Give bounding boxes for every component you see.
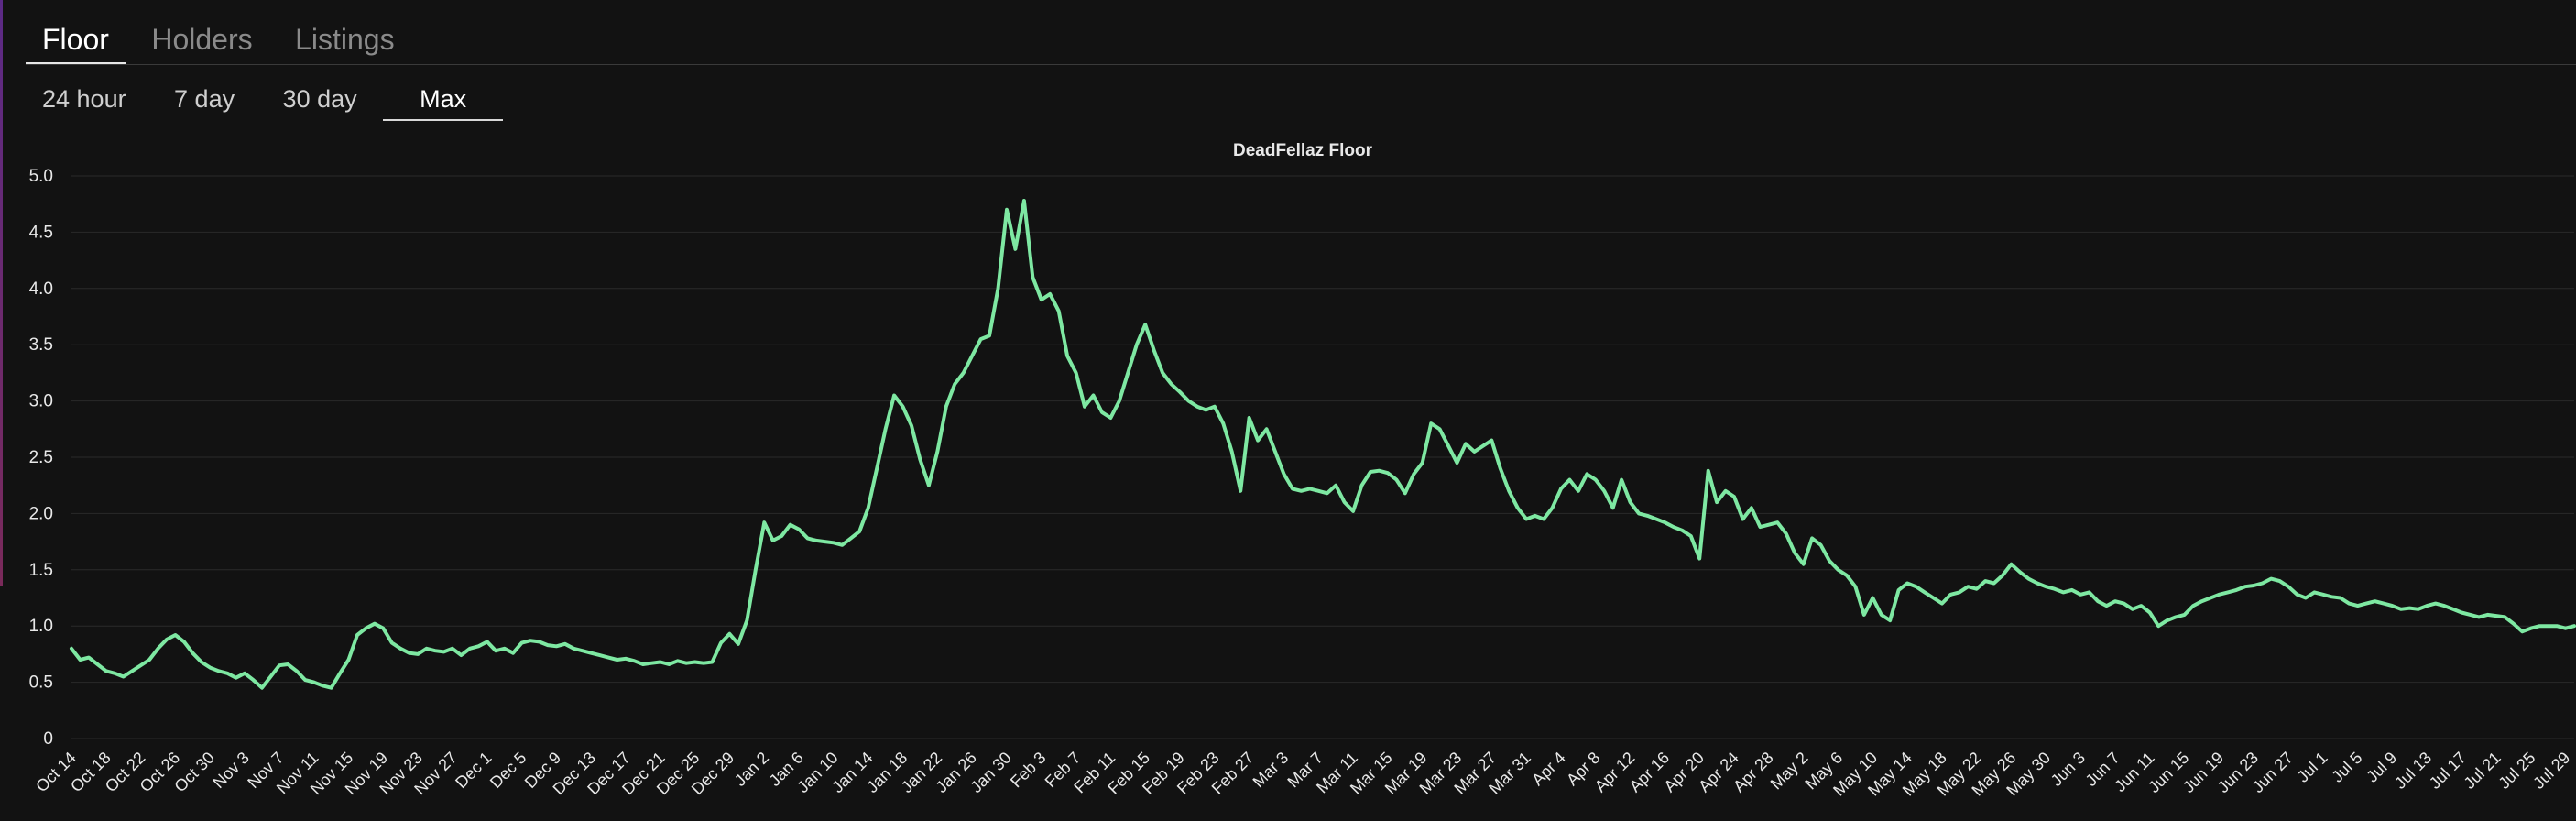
y-tick-label: 4.5 (29, 223, 53, 242)
x-tick-label: Jul 1 (2294, 749, 2331, 786)
y-tick-label: 0 (43, 729, 53, 749)
chart-title: DeadFellaz Floor (1233, 141, 1373, 160)
y-tick-label: 1.0 (29, 617, 53, 636)
y-tick-label: 4.0 (29, 279, 53, 299)
y-tick-label: 5.0 (29, 167, 53, 186)
x-tick-label: Jul 5 (2328, 749, 2365, 786)
y-tick-label: 2.5 (29, 448, 53, 467)
x-tick-label: Apr 28 (1730, 749, 1777, 796)
x-tick-label: Jan 2 (731, 749, 772, 790)
tab-listings[interactable]: Listings (295, 23, 395, 56)
x-tick-label: Jul 25 (2494, 749, 2538, 793)
y-tick-label: 1.5 (29, 561, 53, 580)
range-30-day-button[interactable]: 30 day (282, 85, 357, 113)
x-tick-label: Apr 4 (1528, 749, 1569, 790)
y-tick-label: 3.0 (29, 392, 53, 411)
range-selector: 24 hour 7 day 30 day Max (20, 79, 504, 123)
chart-series (70, 199, 2576, 690)
x-tick-label: Mar 3 (1250, 749, 1293, 792)
range-24-hour-button[interactable]: 24 hour (42, 85, 126, 113)
tab-bar: Floor Holders Listings (26, 16, 2576, 65)
tab-floor[interactable]: Floor (26, 16, 126, 64)
y-tick-label: 3.5 (29, 335, 53, 355)
x-tick-label: Dec 1 (452, 749, 495, 792)
y-tick-label: 0.5 (29, 673, 53, 693)
x-tick-label: Jul 21 (2461, 749, 2505, 793)
x-tick-label: Nov 3 (209, 749, 252, 792)
x-tick-label: Feb 3 (1007, 749, 1050, 792)
range-7-day-button[interactable]: 7 day (174, 85, 235, 113)
x-tick-label: Jul 13 (2391, 749, 2435, 793)
range-max-button[interactable]: Max (383, 79, 504, 121)
x-tick-label: Jun 3 (2047, 749, 2089, 790)
x-tick-label: Oct 30 (170, 749, 218, 796)
x-tick-label: May 2 (1767, 749, 1812, 794)
chart-gridlines (71, 175, 2574, 739)
floor-price-chart: DeadFellaz Floor 0 0.5 1.0 1.5 2.0 2.5 3.0 3.5 4… (29, 141, 2576, 800)
floor-price-line (70, 199, 2576, 690)
y-tick-label: 2.0 (29, 504, 53, 523)
x-tick-label: Jul 29 (2529, 749, 2573, 793)
x-tick-label: Dec 5 (486, 749, 529, 792)
x-tick-label: Jul 17 (2426, 749, 2470, 793)
window-edge-accent (0, 0, 3, 586)
y-axis-ticks: 0 0.5 1.0 1.5 2.0 2.5 3.0 3.5 4.0 4.5 5.0 (29, 167, 53, 749)
tab-holders[interactable]: Holders (151, 23, 253, 56)
